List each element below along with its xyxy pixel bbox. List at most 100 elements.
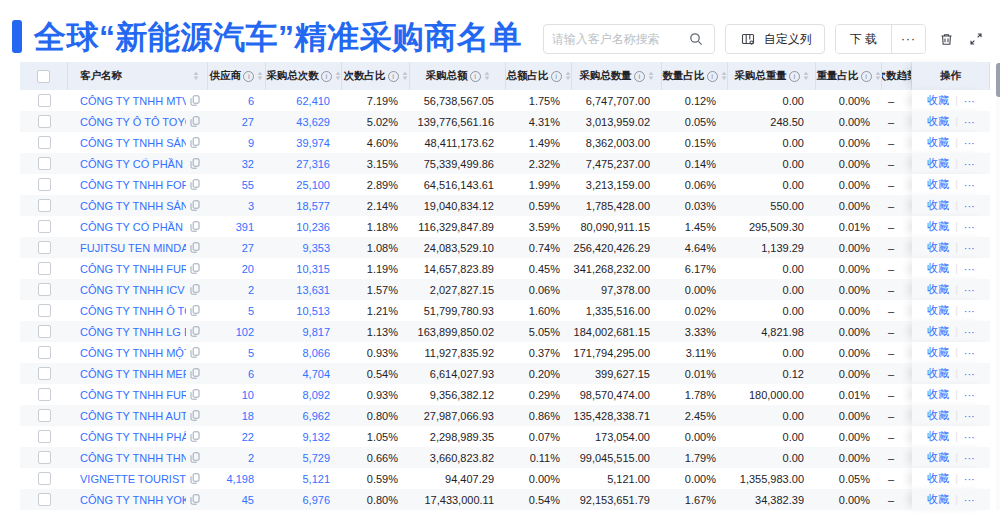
times-value[interactable]: 6,962 xyxy=(302,410,330,422)
sort-icon[interactable]: ▲▼ xyxy=(721,71,727,81)
customer-name-link[interactable]: CÔNG TY TNHH MỘT THÀNH V... xyxy=(80,347,186,359)
sort-icon[interactable]: ▲▼ xyxy=(402,71,408,81)
customer-name-link[interactable]: CÔNG TY TNHH ICV xyxy=(80,284,185,296)
row-more-link[interactable]: ··· xyxy=(964,284,975,296)
customer-name-link[interactable]: CÔNG TY CỔ PHẦN SẢN XUẤT... xyxy=(80,221,186,233)
copy-icon[interactable] xyxy=(186,473,200,484)
row-more-link[interactable]: ··· xyxy=(964,326,975,338)
sort-icon[interactable]: ▲▼ xyxy=(193,71,199,81)
supplier-value[interactable]: 10 xyxy=(242,389,254,401)
supplier-value[interactable]: 102 xyxy=(236,326,254,338)
copy-icon[interactable] xyxy=(186,389,200,400)
row-checkbox[interactable] xyxy=(38,388,51,401)
trash-icon[interactable] xyxy=(936,29,956,49)
fullscreen-icon[interactable] xyxy=(966,29,986,49)
supplier-value[interactable]: 6 xyxy=(248,368,254,380)
sort-icon[interactable]: ▲▼ xyxy=(565,71,571,81)
row-checkbox[interactable] xyxy=(38,115,51,128)
supplier-value[interactable]: 5 xyxy=(248,305,254,317)
copy-icon[interactable] xyxy=(186,494,200,505)
supplier-value[interactable]: 27 xyxy=(242,116,254,128)
supplier-value[interactable]: 3 xyxy=(248,200,254,212)
copy-icon[interactable] xyxy=(186,368,200,379)
favorite-link[interactable]: 收藏 xyxy=(927,93,949,108)
row-more-link[interactable]: ··· xyxy=(964,221,975,233)
row-more-link[interactable]: ··· xyxy=(964,452,975,464)
copy-icon[interactable] xyxy=(186,410,200,421)
copy-icon[interactable] xyxy=(186,200,200,211)
customer-name-link[interactable]: FUJITSU TEN MINDA INDIA PVT... xyxy=(80,242,186,254)
supplier-value[interactable]: 18 xyxy=(242,410,254,422)
row-more-link[interactable]: ··· xyxy=(964,137,975,149)
row-more-link[interactable]: ··· xyxy=(964,263,975,275)
row-checkbox[interactable] xyxy=(38,283,51,296)
favorite-link[interactable]: 收藏 xyxy=(927,345,949,360)
favorite-link[interactable]: 收藏 xyxy=(927,450,949,465)
supplier-value[interactable]: 391 xyxy=(236,221,254,233)
customer-name-link[interactable]: VIGNETTE TOURISTIQUE G UNI... xyxy=(80,473,186,485)
times-value[interactable]: 9,132 xyxy=(302,431,330,443)
sort-icon[interactable]: ▲▼ xyxy=(648,71,654,81)
row-checkbox[interactable] xyxy=(38,220,51,233)
row-more-link[interactable]: ··· xyxy=(964,95,975,107)
row-more-link[interactable]: ··· xyxy=(964,431,975,443)
copy-icon[interactable] xyxy=(186,95,200,106)
row-checkbox[interactable] xyxy=(38,262,51,275)
copy-icon[interactable] xyxy=(186,137,200,148)
favorite-link[interactable]: 收藏 xyxy=(927,177,949,192)
customer-name-link[interactable]: CÔNG TY TNHH Ô TÔ MITSUBI... xyxy=(80,305,186,317)
times-value[interactable]: 8,092 xyxy=(302,389,330,401)
row-more-link[interactable]: ··· xyxy=(964,179,975,191)
favorite-link[interactable]: 收藏 xyxy=(927,303,949,318)
row-more-link[interactable]: ··· xyxy=(964,494,975,506)
customer-name-link[interactable]: CÔNG TY TNHH THN AUTOPAR... xyxy=(80,452,186,464)
favorite-link[interactable]: 收藏 xyxy=(927,324,949,339)
times-value[interactable]: 4,704 xyxy=(302,368,330,380)
row-checkbox[interactable] xyxy=(38,178,51,191)
times-value[interactable]: 10,315 xyxy=(296,263,330,275)
customize-columns-button[interactable]: 自定义列 xyxy=(725,24,825,54)
favorite-link[interactable]: 收藏 xyxy=(927,366,949,381)
favorite-link[interactable]: 收藏 xyxy=(927,471,949,486)
times-value[interactable]: 8,066 xyxy=(302,347,330,359)
times-value[interactable]: 6,976 xyxy=(302,494,330,506)
row-checkbox[interactable] xyxy=(38,199,51,212)
copy-icon[interactable] xyxy=(186,431,200,442)
customer-name-link[interactable]: CÔNG TY TNHH YOKOWO VIỆT... xyxy=(80,494,186,506)
sort-icon[interactable]: ▲▼ xyxy=(257,71,263,81)
favorite-link[interactable]: 收藏 xyxy=(927,261,949,276)
scrollbar-thumb[interactable] xyxy=(996,63,1000,97)
vertical-scrollbar[interactable] xyxy=(996,62,1000,510)
customer-name-link[interactable]: CÔNG TY TNHH LG ELECTRON... xyxy=(80,326,186,338)
row-more-link[interactable]: ··· xyxy=(964,242,975,254)
row-checkbox[interactable] xyxy=(38,304,51,317)
times-value[interactable]: 5,121 xyxy=(302,473,330,485)
supplier-value[interactable]: 2 xyxy=(248,452,254,464)
favorite-link[interactable]: 收藏 xyxy=(927,429,949,444)
customer-name-link[interactable]: CÔNG TY TNHH AUTEL VIỆT N... xyxy=(80,410,186,422)
supplier-value[interactable]: 6 xyxy=(248,95,254,107)
customer-name-link[interactable]: CÔNG TY TNHH FURUKAWA A... xyxy=(80,263,186,275)
row-checkbox[interactable] xyxy=(38,367,51,380)
supplier-value[interactable]: 20 xyxy=(242,263,254,275)
copy-icon[interactable] xyxy=(186,158,200,169)
supplier-value[interactable]: 22 xyxy=(242,431,254,443)
favorite-link[interactable]: 收藏 xyxy=(927,240,949,255)
customer-name-link[interactable]: CÔNG TY TNHH MERCEDES–B... xyxy=(80,368,186,380)
supplier-value[interactable]: 5 xyxy=(248,347,254,359)
favorite-link[interactable]: 收藏 xyxy=(927,114,949,129)
favorite-link[interactable]: 收藏 xyxy=(927,387,949,402)
supplier-value[interactable]: 9 xyxy=(248,137,254,149)
times-value[interactable]: 10,236 xyxy=(296,221,330,233)
download-button[interactable]: 下 载 xyxy=(836,25,891,53)
row-more-link[interactable]: ··· xyxy=(964,200,975,212)
times-value[interactable]: 13,631 xyxy=(296,284,330,296)
customer-name-link[interactable]: CÔNG TY TNHH FURUKAWA A... xyxy=(80,389,186,401)
copy-icon[interactable] xyxy=(186,347,200,358)
row-checkbox[interactable] xyxy=(38,136,51,149)
copy-icon[interactable] xyxy=(186,305,200,316)
row-checkbox[interactable] xyxy=(38,94,51,107)
favorite-link[interactable]: 收藏 xyxy=(927,492,949,507)
times-value[interactable]: 9,817 xyxy=(302,326,330,338)
copy-icon[interactable] xyxy=(186,116,200,127)
